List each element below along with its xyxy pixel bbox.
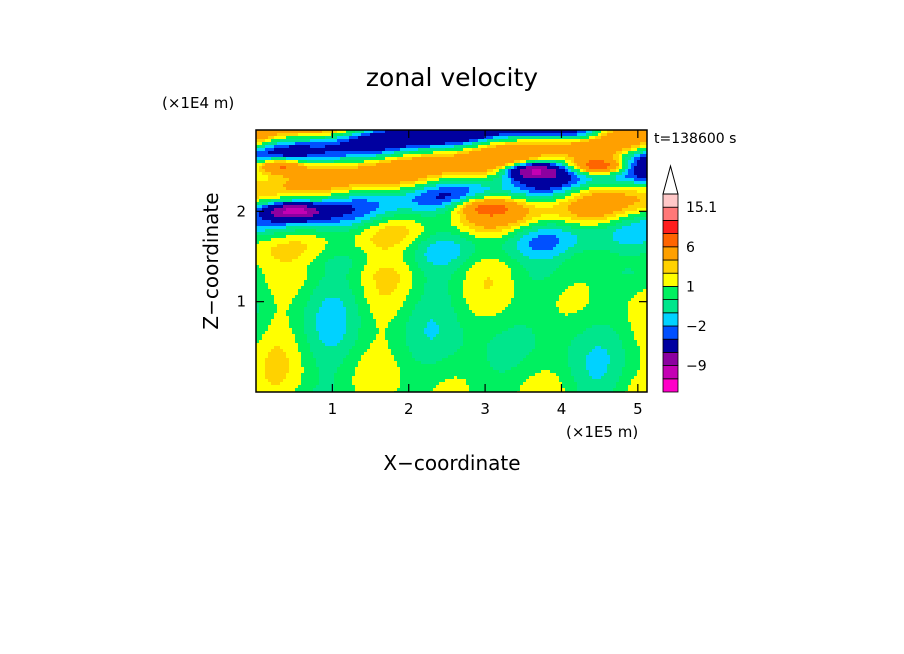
colorbar-tick-label: −9 xyxy=(686,359,707,375)
colorbar-segment xyxy=(662,325,679,340)
colorbar-segment xyxy=(662,206,679,221)
colorbar-segment xyxy=(662,365,679,380)
y-tick-label: 2 xyxy=(236,202,246,220)
colorbar-tick-label: 6 xyxy=(686,240,695,256)
velocity-field xyxy=(256,130,647,392)
colorbar-segment xyxy=(662,299,679,314)
colorbar-segment xyxy=(662,378,679,393)
time-label: t=138600 s xyxy=(654,131,736,147)
colorbar-tick-label: 1 xyxy=(686,279,695,295)
x-tick-label: 1 xyxy=(328,400,338,418)
colorbar: 15.1 6 1 −2 −9 xyxy=(662,164,717,393)
colorbar-segment xyxy=(662,338,679,353)
colorbar-segment xyxy=(662,233,679,248)
x-tick-label: 2 xyxy=(404,400,414,418)
colorbar-tick-label: −2 xyxy=(686,319,707,335)
plot-frame xyxy=(255,129,648,393)
x-axis-label: X−coordinate xyxy=(383,451,520,475)
colorbar-segment xyxy=(662,351,679,366)
colorbar-segment xyxy=(662,219,679,234)
colorbar-segment xyxy=(662,193,679,208)
chart-title: zonal velocity xyxy=(366,63,538,92)
colorbar-extend-arrow xyxy=(662,164,679,195)
y-axis-ticks: 12 xyxy=(236,202,647,311)
x-tick-label: 4 xyxy=(557,400,567,418)
colorbar-segment xyxy=(662,312,679,327)
x-tick-label: 5 xyxy=(633,400,643,418)
x-scale-label: (×1E5 m) xyxy=(566,423,638,441)
colorbar-segment xyxy=(662,285,679,300)
x-tick-label: 3 xyxy=(480,400,490,418)
colorbar-segment xyxy=(662,272,679,287)
x-axis-ticks: 1 2 3 4 5 xyxy=(328,130,643,418)
colorbar-tick-label: 15.1 xyxy=(686,200,717,216)
y-axis-label: Z−coordinate xyxy=(199,192,223,329)
colorbar-segment xyxy=(662,259,679,274)
y-tick-label: 1 xyxy=(236,293,246,311)
y-scale-label: (×1E4 m) xyxy=(162,94,234,112)
colorbar-segment xyxy=(662,246,679,261)
